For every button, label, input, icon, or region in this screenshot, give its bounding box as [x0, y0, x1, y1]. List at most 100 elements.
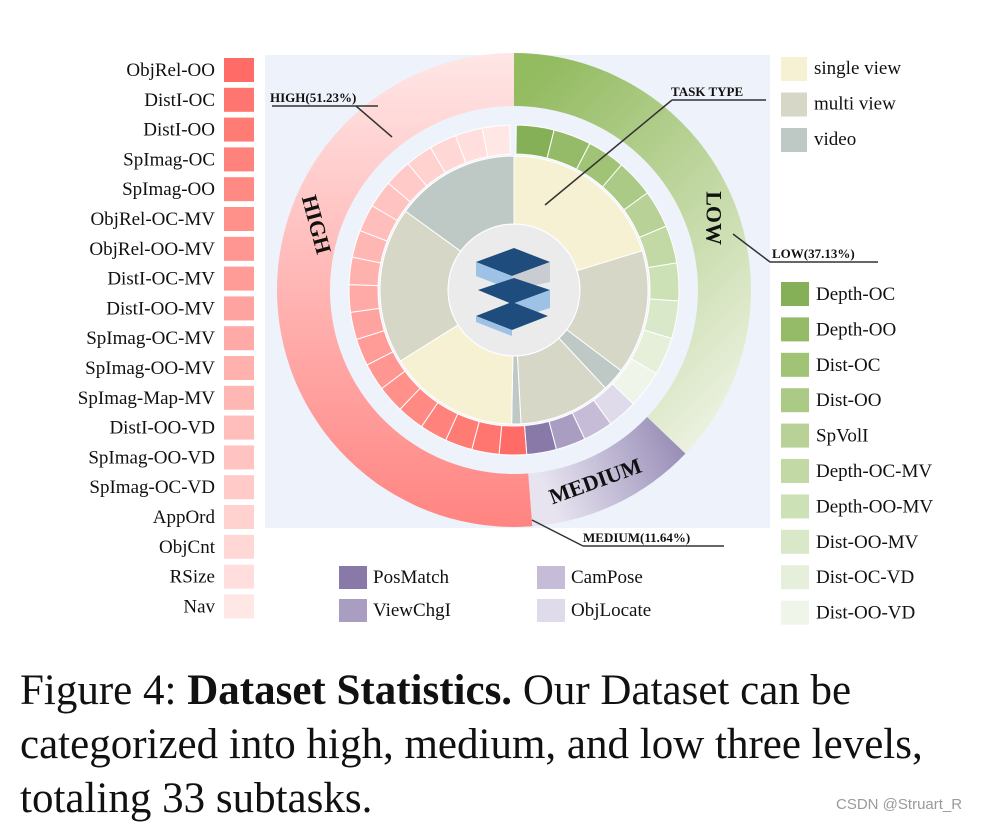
legend-label: SpImag-Map-MV	[78, 388, 215, 409]
legend-swatch	[224, 475, 254, 500]
subtask-arc-high	[481, 124, 511, 158]
legend-label: ObjRel-OO	[126, 60, 215, 81]
legend-swatch	[781, 92, 807, 117]
legend-swatch	[224, 415, 254, 440]
task-type-arc	[513, 155, 643, 272]
legend-swatch	[781, 388, 809, 413]
watermark: CSDN @Struart_R	[836, 796, 963, 813]
legend-label: SpVolI	[816, 426, 868, 447]
legend-label: CamPose	[571, 567, 643, 588]
legend-label: DistI-OO-MV	[106, 298, 215, 319]
legend-label: ViewChgI	[373, 600, 451, 621]
figure-caption: Figure 4: Dataset Statistics. Our Datase…	[20, 664, 990, 826]
logo-block	[478, 278, 550, 304]
legend-label: Depth-OC-MV	[816, 461, 932, 482]
legend-label: SpImag-OC-VD	[89, 477, 215, 498]
callout-high-label: HIGH(51.23%)	[270, 90, 356, 105]
legend-label: SpImag-OO-MV	[85, 358, 215, 379]
subtask-arc-high	[348, 284, 380, 313]
legend-swatch	[781, 494, 809, 519]
legend-swatch	[781, 459, 809, 483]
legend-swatch	[224, 445, 254, 470]
legend-label: ObjRel-OO-MV	[89, 239, 215, 260]
task-type-arc	[404, 155, 515, 252]
legend-label: Dist-OO-VD	[816, 603, 915, 624]
callout-leader-high	[355, 105, 393, 138]
legend-label: SpImag-OC-MV	[86, 328, 215, 349]
legend-label: Depth-OO	[816, 319, 896, 340]
callout-leader-low	[732, 233, 771, 263]
callout-leader-task-type	[544, 99, 673, 206]
legend-swatch	[224, 147, 254, 172]
legend-swatch	[224, 534, 254, 559]
ring-label-low: LOW	[701, 191, 726, 245]
legend-label: Dist-OO	[816, 390, 881, 411]
legend-label: single view	[814, 58, 901, 79]
legend-right: single view multi view video Depth-OC Depth-…	[781, 57, 933, 625]
legend-swatch	[224, 87, 254, 112]
legend-label: Dist-OC	[816, 355, 880, 376]
legend-swatch	[224, 564, 254, 589]
legend-label: Depth-OC	[816, 284, 895, 305]
legend-label: AppOrd	[153, 507, 216, 528]
callout-leader-medium	[531, 519, 584, 547]
legend-swatch	[339, 566, 367, 589]
legend-label: DistI-OO-VD	[109, 418, 215, 439]
callout-medium-label: MEDIUM(11.64%)	[583, 530, 690, 545]
legend-swatch	[781, 57, 807, 81]
legend-label: Depth-OO-MV	[816, 496, 933, 517]
legend-label: video	[814, 129, 856, 150]
legend-label: multi view	[814, 94, 896, 115]
callout-low-label: LOW(37.13%)	[772, 246, 855, 261]
caption-prefix: Figure 4:	[20, 667, 177, 714]
level-arc-high	[276, 53, 533, 527]
legend-label: ObjLocate	[571, 600, 651, 621]
legend-high-subtasks: ObjRel-OO DistI-OC DistI-OO SpImag-OC SpImag…	[78, 58, 254, 619]
legend-label: SpImag-OO-VD	[88, 447, 215, 468]
legend-label: ObjCnt	[159, 537, 216, 558]
legend-swatch	[224, 177, 254, 202]
legend-swatch	[224, 296, 254, 321]
legend-swatch	[781, 529, 809, 554]
subtask-arc-high	[498, 424, 528, 456]
legend-label: SpImag-OC	[123, 149, 215, 170]
legend-label: DistI-OO	[143, 120, 215, 141]
legend-swatch	[781, 317, 809, 342]
logo-block	[476, 248, 550, 276]
subtask-arc-low	[647, 262, 680, 302]
callout-task-type-label: TASK TYPE	[671, 84, 743, 99]
level-arc-low	[514, 53, 751, 454]
legend-swatch	[224, 58, 254, 82]
legend-swatch	[781, 423, 809, 448]
legend-swatch	[537, 599, 565, 622]
legend-label: SpImag-OO	[122, 179, 215, 200]
legend-swatch	[224, 594, 254, 619]
legend-swatch	[781, 565, 809, 590]
legend-swatch	[224, 207, 254, 231]
legend-swatch	[224, 505, 254, 529]
legend-label: Nav	[183, 596, 215, 617]
legend-label: DistI-OC	[144, 90, 215, 111]
legend-swatch	[224, 356, 254, 380]
legend-label: RSize	[170, 567, 215, 588]
legend-swatch	[537, 566, 565, 589]
legend-swatch	[781, 352, 809, 377]
legend-label: Dist-OC-VD	[816, 567, 914, 588]
legend-swatch	[224, 117, 254, 142]
center-logo	[476, 248, 550, 336]
callouts: HIGH(51.23%) TASK TYPE LOW(37.13%) MEDIU…	[270, 84, 878, 547]
legend-medium-subtasks: PosMatch ViewChgI CamPose ObjLocate	[339, 566, 651, 622]
legend-label: PosMatch	[373, 567, 450, 588]
caption-text: Our Dataset can be categorized into high…	[20, 667, 923, 822]
legend-swatch	[224, 385, 254, 410]
legend-swatch	[224, 236, 254, 261]
legend-label: DistI-OC-MV	[107, 269, 215, 290]
logo-block	[476, 316, 512, 336]
legend-swatch	[781, 600, 809, 625]
caption-title: Dataset Statistics.	[187, 667, 513, 714]
legend-swatch	[781, 128, 807, 152]
legend-swatch	[339, 599, 367, 622]
legend-label: ObjRel-OC-MV	[90, 209, 215, 230]
